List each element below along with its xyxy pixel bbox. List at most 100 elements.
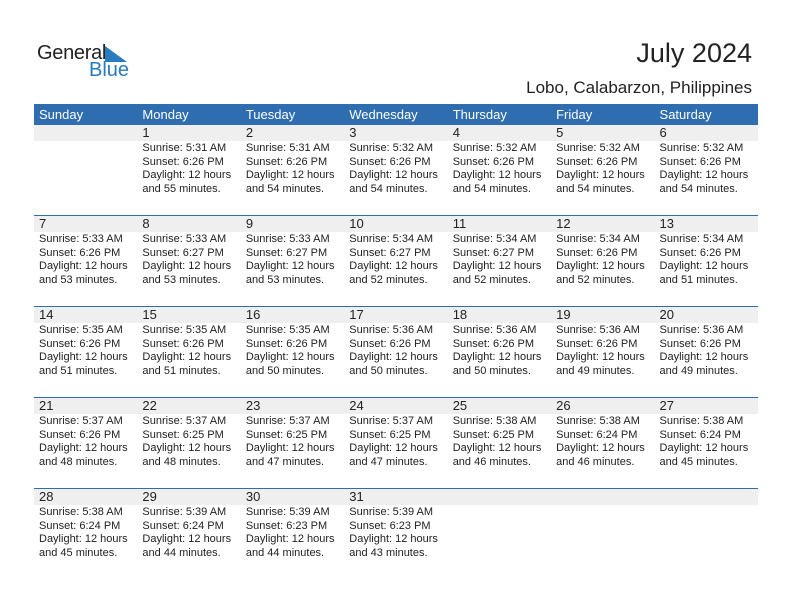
sunset-text: Sunset: 6:26 PM: [452, 155, 535, 168]
sunset-text: Sunset: 6:25 PM: [245, 428, 328, 441]
day-cell: 12 Sunrise: 5:34 AM Sunset: 6:26 PM Dayligh…: [551, 216, 654, 306]
day-cell: 18 Sunrise: 5:36 AM Sunset: 6:26 PM Dayligh…: [448, 307, 551, 397]
weekday-header: Sunday Monday Tuesday Wednesday Thursday Frid…: [34, 104, 758, 125]
daylight-minutes-text: and 51 minutes.: [659, 273, 738, 286]
sunrise-text: Sunrise: 5:31 AM: [245, 142, 330, 154]
daylight-minutes-text: and 53 minutes.: [245, 273, 325, 286]
sunset-text: Sunset: 6:26 PM: [659, 246, 741, 259]
daylight-text: Daylight: 12 hours: [39, 533, 128, 545]
weekday-tuesday: Tuesday: [245, 107, 296, 122]
sunrise-text: Sunrise: 5:38 AM: [452, 415, 537, 427]
day-cell: 29 Sunrise: 5:39 AM Sunset: 6:24 PM Dayligh…: [137, 489, 240, 579]
daylight-text: Daylight: 12 hours: [659, 169, 749, 181]
day-number: 15: [142, 307, 157, 322]
day-number: 10: [349, 216, 364, 231]
sunrise-text: Sunrise: 5:34 AM: [659, 233, 744, 245]
day-number: 26: [556, 398, 571, 413]
sunrise-text: Sunrise: 5:35 AM: [39, 324, 123, 336]
daylight-text: Daylight: 12 hours: [245, 442, 335, 454]
day-cell: [551, 489, 654, 579]
sunset-text: Sunset: 6:25 PM: [349, 428, 431, 441]
sunset-text: Sunset: 6:26 PM: [142, 337, 224, 350]
daylight-minutes-text: and 46 minutes.: [556, 455, 635, 468]
weekday-saturday: Saturday: [659, 107, 712, 122]
day-cell: 17 Sunrise: 5:36 AM Sunset: 6:26 PM Dayligh…: [344, 307, 447, 397]
sunrise-text: Sunrise: 5:32 AM: [349, 142, 434, 154]
day-number: 24: [349, 398, 364, 413]
week-row: 28 Sunrise: 5:38 AM Sunset: 6:24 PM Dayligh…: [34, 488, 758, 579]
logo: General Blue: [37, 42, 137, 82]
sunset-text: Sunset: 6:26 PM: [245, 337, 328, 350]
sunrise-text: Sunrise: 5:37 AM: [245, 415, 330, 427]
sunset-text: Sunset: 6:23 PM: [245, 519, 328, 532]
weekday-sunday: Sunday: [39, 107, 84, 122]
sunrise-text: Sunrise: 5:37 AM: [142, 415, 227, 427]
day-number: 18: [452, 307, 468, 322]
daylight-minutes-text: and 47 minutes.: [245, 455, 325, 468]
sunset-text: Sunset: 6:26 PM: [659, 337, 741, 350]
daylight-text: Daylight: 12 hours: [245, 351, 335, 363]
day-cell: 15 Sunrise: 5:35 AM Sunset: 6:26 PM Dayligh…: [137, 307, 240, 397]
weekday-friday: Friday: [556, 107, 593, 122]
sunset-text: Sunset: 6:27 PM: [142, 246, 224, 259]
daylight-text: Daylight: 12 hours: [452, 260, 542, 272]
sunrise-text: Sunrise: 5:36 AM: [349, 324, 434, 336]
daylight-text: Daylight: 12 hours: [349, 260, 438, 272]
sunrise-text: Sunrise: 5:32 AM: [452, 142, 537, 154]
sunrise-text: Sunrise: 5:33 AM: [245, 233, 330, 245]
day-cell: 28 Sunrise: 5:38 AM Sunset: 6:24 PM Dayligh…: [34, 489, 137, 579]
sunrise-text: Sunrise: 5:35 AM: [142, 324, 227, 336]
daylight-minutes-text: and 48 minutes.: [39, 455, 118, 468]
sunset-text: Sunset: 6:26 PM: [556, 155, 638, 168]
day-number: 14: [39, 307, 54, 322]
day-number: 7: [39, 216, 47, 231]
day-number: 1: [142, 125, 150, 140]
week-row: 7 Sunrise: 5:33 AM Sunset: 6:26 PM Daylight…: [34, 215, 758, 306]
daylight-text: Daylight: 12 hours: [452, 442, 542, 454]
daylight-minutes-text: and 54 minutes.: [452, 182, 531, 195]
day-cell: 25 Sunrise: 5:38 AM Sunset: 6:25 PM Dayligh…: [448, 398, 551, 488]
daylight-minutes-text: and 53 minutes.: [142, 273, 221, 286]
day-number: 4: [452, 125, 460, 140]
sunset-text: Sunset: 6:26 PM: [245, 155, 328, 168]
day-cell: 22 Sunrise: 5:37 AM Sunset: 6:25 PM Dayligh…: [137, 398, 240, 488]
daylight-minutes-text: and 51 minutes.: [39, 364, 118, 377]
day-cell: 16 Sunrise: 5:35 AM Sunset: 6:26 PM Dayligh…: [241, 307, 344, 397]
day-number: 5: [556, 125, 564, 140]
day-number: 16: [245, 307, 261, 322]
daylight-minutes-text: and 52 minutes.: [452, 273, 531, 286]
sunrise-text: Sunrise: 5:32 AM: [659, 142, 744, 154]
logo-triangle-icon: [105, 46, 127, 62]
daylight-minutes-text: and 51 minutes.: [142, 364, 221, 377]
sunrise-text: Sunrise: 5:33 AM: [142, 233, 227, 245]
day-cell: 4 Sunrise: 5:32 AM Sunset: 6:26 PM Daylight…: [448, 125, 551, 215]
day-number: 19: [556, 307, 571, 322]
daylight-minutes-text: and 48 minutes.: [142, 455, 221, 468]
sunset-text: Sunset: 6:27 PM: [349, 246, 431, 259]
day-cell: 13 Sunrise: 5:34 AM Sunset: 6:26 PM Dayligh…: [655, 216, 758, 306]
day-number: 25: [452, 398, 468, 413]
day-number: 17: [349, 307, 364, 322]
location: Lobo, Calabarzon, Philippines: [526, 78, 752, 97]
logo-text-blue: Blue: [89, 59, 130, 81]
daylight-text: Daylight: 12 hours: [349, 533, 438, 545]
sunset-text: Sunset: 6:26 PM: [39, 246, 121, 259]
daylight-text: Daylight: 12 hours: [659, 351, 749, 363]
weekday-wednesday: Wednesday: [349, 107, 418, 122]
sunset-text: Sunset: 6:24 PM: [142, 519, 224, 532]
daylight-text: Daylight: 12 hours: [556, 260, 645, 272]
sunset-text: Sunset: 6:24 PM: [659, 428, 741, 441]
day-number: 30: [245, 489, 261, 504]
daylight-text: Daylight: 12 hours: [349, 442, 438, 454]
day-cell: 19 Sunrise: 5:36 AM Sunset: 6:26 PM Dayligh…: [551, 307, 654, 397]
daylight-minutes-text: and 54 minutes.: [556, 182, 635, 195]
sunset-text: Sunset: 6:24 PM: [39, 519, 121, 532]
day-cell: 11 Sunrise: 5:34 AM Sunset: 6:27 PM Dayligh…: [448, 216, 551, 306]
daylight-minutes-text: and 50 minutes.: [245, 364, 325, 377]
daylight-text: Daylight: 12 hours: [142, 533, 232, 545]
sunset-text: Sunset: 6:26 PM: [349, 155, 431, 168]
day-number: 27: [659, 398, 674, 413]
sunset-text: Sunset: 6:26 PM: [556, 337, 638, 350]
sunset-text: Sunset: 6:26 PM: [39, 337, 121, 350]
day-cell: 3 Sunrise: 5:32 AM Sunset: 6:26 PM Daylight…: [344, 125, 447, 215]
